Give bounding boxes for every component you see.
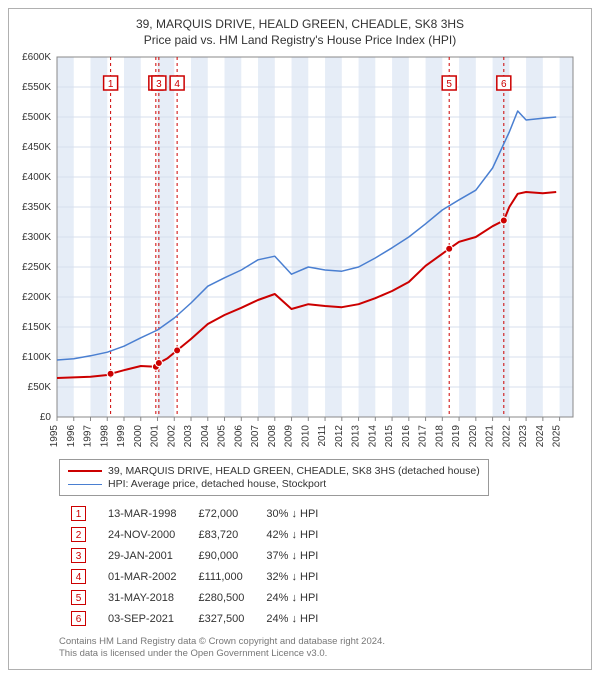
sale-price: £72,000 bbox=[188, 504, 254, 523]
svg-text:2025: 2025 bbox=[552, 425, 563, 448]
footer-line1: Contains HM Land Registry data © Crown c… bbox=[59, 636, 583, 648]
svg-text:4: 4 bbox=[174, 79, 180, 90]
sale-date: 13-MAR-1998 bbox=[98, 504, 186, 523]
title-address: 39, MARQUIS DRIVE, HEALD GREEN, CHEADLE,… bbox=[17, 17, 583, 31]
sale-price: £83,720 bbox=[188, 525, 254, 544]
table-row: 2 24-NOV-2000£83,72042% ↓ HPI bbox=[61, 525, 328, 544]
sale-price: £111,000 bbox=[188, 567, 254, 586]
legend-swatch bbox=[68, 484, 102, 485]
legend-row: 39, MARQUIS DRIVE, HEALD GREEN, CHEADLE,… bbox=[68, 465, 480, 477]
svg-text:2004: 2004 bbox=[200, 425, 211, 448]
legend-label: HPI: Average price, detached house, Stoc… bbox=[108, 478, 326, 490]
svg-text:2012: 2012 bbox=[334, 425, 345, 448]
svg-text:5: 5 bbox=[446, 79, 452, 90]
table-row: 1 13-MAR-1998£72,00030% ↓ HPI bbox=[61, 504, 328, 523]
svg-text:£0: £0 bbox=[40, 412, 52, 423]
svg-text:2019: 2019 bbox=[451, 425, 462, 448]
svg-text:2011: 2011 bbox=[317, 425, 328, 447]
table-row: 4 01-MAR-2002£111,00032% ↓ HPI bbox=[61, 567, 328, 586]
sale-delta: 24% ↓ HPI bbox=[256, 609, 328, 628]
svg-text:1999: 1999 bbox=[116, 425, 127, 448]
svg-text:1: 1 bbox=[108, 79, 114, 90]
svg-text:2017: 2017 bbox=[418, 425, 429, 448]
sale-delta: 32% ↓ HPI bbox=[256, 567, 328, 586]
svg-text:£350K: £350K bbox=[22, 202, 51, 213]
svg-text:6: 6 bbox=[501, 79, 507, 90]
footer-attribution: Contains HM Land Registry data © Crown c… bbox=[59, 636, 583, 661]
legend: 39, MARQUIS DRIVE, HEALD GREEN, CHEADLE,… bbox=[59, 459, 489, 496]
sale-date: 29-JAN-2001 bbox=[98, 546, 186, 565]
sale-price: £280,500 bbox=[188, 588, 254, 607]
svg-text:2002: 2002 bbox=[166, 425, 177, 448]
sale-marker-icon: 5 bbox=[71, 590, 86, 605]
table-row: 3 29-JAN-2001£90,00037% ↓ HPI bbox=[61, 546, 328, 565]
svg-text:2010: 2010 bbox=[300, 425, 311, 448]
svg-text:£600K: £600K bbox=[22, 52, 51, 63]
svg-text:2009: 2009 bbox=[284, 425, 295, 448]
svg-text:2022: 2022 bbox=[501, 425, 512, 448]
legend-swatch bbox=[68, 470, 102, 472]
svg-text:2016: 2016 bbox=[401, 425, 412, 448]
title-subtitle: Price paid vs. HM Land Registry's House … bbox=[17, 33, 583, 47]
sales-table: 1 13-MAR-1998£72,00030% ↓ HPI 2 24-NOV-2000… bbox=[59, 502, 330, 630]
svg-text:£150K: £150K bbox=[22, 322, 51, 333]
sale-delta: 30% ↓ HPI bbox=[256, 504, 328, 523]
svg-text:2003: 2003 bbox=[183, 425, 194, 448]
svg-text:2015: 2015 bbox=[384, 425, 395, 448]
svg-text:2001: 2001 bbox=[150, 425, 161, 448]
svg-text:1996: 1996 bbox=[66, 425, 77, 448]
svg-text:£200K: £200K bbox=[22, 292, 51, 303]
svg-text:2005: 2005 bbox=[217, 425, 228, 448]
svg-text:2008: 2008 bbox=[267, 425, 278, 448]
sale-price: £90,000 bbox=[188, 546, 254, 565]
svg-text:£250K: £250K bbox=[22, 262, 51, 273]
sale-date: 01-MAR-2002 bbox=[98, 567, 186, 586]
table-row: 5 31-MAY-2018£280,50024% ↓ HPI bbox=[61, 588, 328, 607]
legend-row: HPI: Average price, detached house, Stoc… bbox=[68, 478, 480, 490]
svg-text:2000: 2000 bbox=[133, 425, 144, 448]
svg-text:2014: 2014 bbox=[367, 425, 378, 448]
svg-text:2021: 2021 bbox=[485, 425, 496, 448]
svg-text:£500K: £500K bbox=[22, 112, 51, 123]
svg-text:2006: 2006 bbox=[233, 425, 244, 448]
price-chart: £0£50K£100K£150K£200K£250K£300K£350K£400… bbox=[49, 53, 577, 453]
sale-delta: 24% ↓ HPI bbox=[256, 588, 328, 607]
sale-date: 03-SEP-2021 bbox=[98, 609, 186, 628]
svg-text:2023: 2023 bbox=[518, 425, 529, 448]
svg-text:£50K: £50K bbox=[28, 382, 52, 393]
svg-text:2020: 2020 bbox=[468, 425, 479, 448]
sale-price: £327,500 bbox=[188, 609, 254, 628]
sale-delta: 37% ↓ HPI bbox=[256, 546, 328, 565]
svg-text:1997: 1997 bbox=[83, 425, 94, 448]
sale-marker-icon: 2 bbox=[71, 527, 86, 542]
svg-text:£400K: £400K bbox=[22, 172, 51, 183]
table-row: 6 03-SEP-2021£327,50024% ↓ HPI bbox=[61, 609, 328, 628]
sale-date: 31-MAY-2018 bbox=[98, 588, 186, 607]
sale-marker-icon: 3 bbox=[71, 548, 86, 563]
svg-text:£100K: £100K bbox=[22, 352, 51, 363]
sale-date: 24-NOV-2000 bbox=[98, 525, 186, 544]
legend-label: 39, MARQUIS DRIVE, HEALD GREEN, CHEADLE,… bbox=[108, 465, 480, 477]
svg-text:£550K: £550K bbox=[22, 82, 51, 93]
svg-text:2007: 2007 bbox=[250, 425, 261, 448]
sale-marker-icon: 4 bbox=[71, 569, 86, 584]
sale-delta: 42% ↓ HPI bbox=[256, 525, 328, 544]
chart-container: 39, MARQUIS DRIVE, HEALD GREEN, CHEADLE,… bbox=[8, 8, 592, 670]
svg-text:£300K: £300K bbox=[22, 232, 51, 243]
chart-area: £0£50K£100K£150K£200K£250K£300K£350K£400… bbox=[49, 53, 583, 453]
sale-marker-icon: 6 bbox=[71, 611, 86, 626]
sale-marker-icon: 1 bbox=[71, 506, 86, 521]
svg-text:2013: 2013 bbox=[351, 425, 362, 448]
footer-line2: This data is licensed under the Open Gov… bbox=[59, 648, 583, 660]
svg-text:1998: 1998 bbox=[99, 425, 110, 448]
svg-text:3: 3 bbox=[156, 79, 162, 90]
svg-text:£450K: £450K bbox=[22, 142, 51, 153]
svg-text:2018: 2018 bbox=[434, 425, 445, 448]
svg-text:2024: 2024 bbox=[535, 425, 546, 448]
svg-text:1995: 1995 bbox=[49, 425, 60, 448]
